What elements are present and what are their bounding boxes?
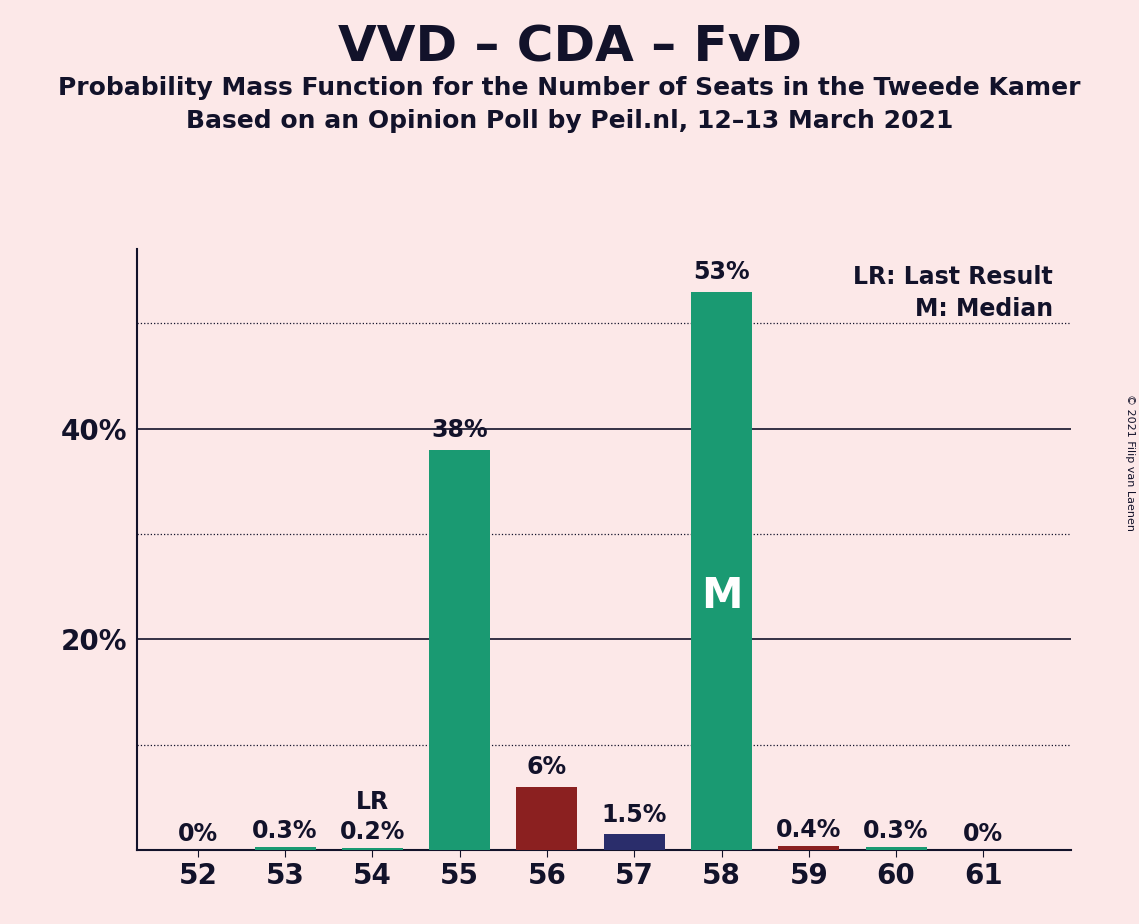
Text: LR: LR <box>355 790 388 814</box>
Bar <box>778 845 839 850</box>
Bar <box>429 450 490 850</box>
Text: 0.4%: 0.4% <box>776 818 842 842</box>
Text: 0.3%: 0.3% <box>253 819 318 843</box>
Text: 6%: 6% <box>527 756 567 780</box>
Text: 0.3%: 0.3% <box>863 819 928 843</box>
Text: LR: Last Result: LR: Last Result <box>853 265 1054 289</box>
Text: Based on an Opinion Poll by Peil.nl, 12–13 March 2021: Based on an Opinion Poll by Peil.nl, 12–… <box>186 109 953 133</box>
Text: 1.5%: 1.5% <box>601 803 667 827</box>
Text: M: Median: M: Median <box>915 297 1054 321</box>
Bar <box>254 847 316 850</box>
Text: © 2021 Filip van Laenen: © 2021 Filip van Laenen <box>1125 394 1134 530</box>
Text: M: M <box>700 576 743 617</box>
Text: VVD – CDA – FvD: VVD – CDA – FvD <box>337 23 802 71</box>
Text: 0.2%: 0.2% <box>339 820 405 844</box>
Text: 38%: 38% <box>432 419 487 443</box>
Text: 0%: 0% <box>178 821 218 845</box>
Bar <box>604 834 665 850</box>
Text: 0%: 0% <box>964 821 1003 845</box>
Bar <box>691 292 752 850</box>
Bar <box>866 847 927 850</box>
Text: 53%: 53% <box>694 261 749 285</box>
Bar <box>342 848 403 850</box>
Text: Probability Mass Function for the Number of Seats in the Tweede Kamer: Probability Mass Function for the Number… <box>58 76 1081 100</box>
Bar <box>516 787 577 850</box>
